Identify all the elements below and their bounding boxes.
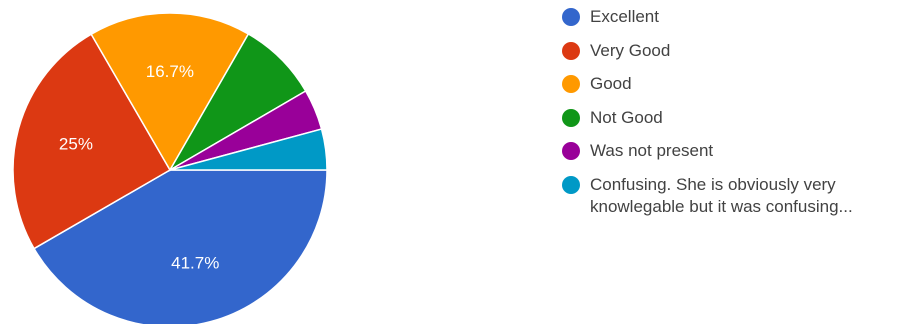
legend-color-dot-icon <box>562 142 580 160</box>
legend-label: Was not present <box>590 141 714 160</box>
pie-slice-confusing-she-is <box>169 128 328 171</box>
slice-value-label: 16.7% <box>146 62 194 81</box>
legend-label: Not Good <box>590 107 663 127</box>
pie-slice-good <box>90 12 250 172</box>
legend-label: Good <box>590 74 632 93</box>
legend-item: Confusing. She is obviously very knowleg… <box>562 174 912 218</box>
slice-value-label: 41.7% <box>171 254 219 273</box>
legend-color-dot-icon <box>562 41 580 60</box>
pie-slice-excellent <box>33 169 328 324</box>
legend-label: Confusing. She is obviously very knowleg… <box>590 174 853 216</box>
pie-slice-very-good <box>12 33 172 250</box>
pie-chart: 41.7% 25% 16.7% <box>12 12 328 324</box>
legend-item: Excellent <box>562 6 912 28</box>
legend-color-dot-icon <box>562 8 580 26</box>
legend-item: Not Good <box>562 107 912 129</box>
legend-color-dot-icon <box>562 75 580 93</box>
legend-color-dot-icon <box>562 108 580 127</box>
slice-value-label: 25% <box>59 134 93 153</box>
legend-item: Good <box>562 73 912 95</box>
legend-label: Excellent <box>590 7 659 26</box>
legend-label: Very Good <box>590 40 671 60</box>
legend-item: Was not present <box>562 140 912 162</box>
chart-legend: Excellent Very Good Good Not Good Was not pr… <box>562 6 912 229</box>
legend-color-dot-icon <box>562 175 580 194</box>
legend-item: Very Good <box>562 40 912 62</box>
